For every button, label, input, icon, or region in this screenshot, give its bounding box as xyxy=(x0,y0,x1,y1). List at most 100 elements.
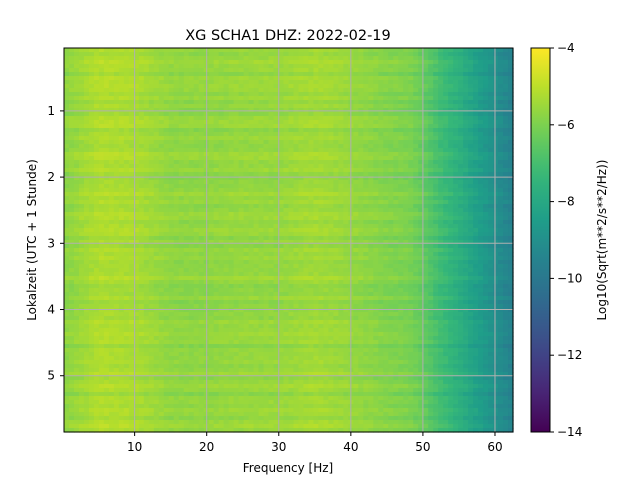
heatmap-cell xyxy=(393,136,399,141)
heatmap-cell xyxy=(323,164,330,169)
heatmap-cell xyxy=(458,220,464,225)
heatmap-cell xyxy=(483,196,489,201)
heatmap-cell xyxy=(328,92,334,97)
heatmap-cell xyxy=(133,264,140,269)
heatmap-cell xyxy=(438,208,444,213)
heatmap-cell xyxy=(298,132,305,137)
heatmap-cell xyxy=(398,88,404,93)
heatmap-cell xyxy=(213,148,220,153)
heatmap-cell xyxy=(443,196,449,201)
heatmap-cell xyxy=(453,124,459,129)
heatmap-cell xyxy=(183,72,190,77)
heatmap-cell xyxy=(438,264,444,269)
heatmap-cell xyxy=(93,228,100,233)
heatmap-cell xyxy=(128,172,135,177)
heatmap-cell xyxy=(198,108,205,113)
heatmap-cell xyxy=(313,168,320,173)
heatmap-cell xyxy=(73,108,80,113)
heatmap-cell xyxy=(473,76,479,81)
heatmap-cell xyxy=(428,168,434,173)
heatmap-cell xyxy=(423,128,429,133)
heatmap-cell xyxy=(128,48,135,53)
heatmap-cell xyxy=(433,244,439,249)
heatmap-cell xyxy=(133,156,140,161)
heatmap-cell xyxy=(408,104,414,109)
heatmap-cell xyxy=(458,52,464,57)
heatmap-cell xyxy=(383,248,389,253)
heatmap-cell xyxy=(338,60,344,65)
heatmap-cell xyxy=(308,168,315,173)
heatmap-cell xyxy=(373,96,379,101)
heatmap-cell xyxy=(208,76,215,81)
heatmap-cell xyxy=(443,136,449,141)
heatmap-cell xyxy=(243,156,250,161)
heatmap-cell xyxy=(468,148,474,153)
heatmap-cell xyxy=(393,100,399,105)
heatmap-cell xyxy=(488,200,494,205)
heatmap-cell xyxy=(453,180,459,185)
heatmap-cell xyxy=(398,76,404,81)
heatmap-cell xyxy=(173,56,180,61)
heatmap-cell xyxy=(118,228,125,233)
heatmap-cell xyxy=(193,104,200,109)
heatmap-cell xyxy=(473,132,479,137)
heatmap-cell xyxy=(228,52,235,57)
heatmap-cell xyxy=(98,112,105,117)
heatmap-cell xyxy=(243,72,250,77)
heatmap-cell xyxy=(263,248,270,253)
heatmap-cell xyxy=(378,176,384,181)
heatmap-cell xyxy=(483,168,489,173)
heatmap-cell xyxy=(168,244,175,249)
heatmap-cell xyxy=(268,124,275,129)
heatmap-cell xyxy=(393,200,399,205)
heatmap-cell xyxy=(343,236,349,241)
heatmap-cell xyxy=(328,64,334,69)
heatmap-cell xyxy=(73,232,80,237)
heatmap-cell xyxy=(238,76,245,81)
heatmap-cell xyxy=(353,244,359,249)
heatmap-cell xyxy=(318,80,325,85)
heatmap-cell xyxy=(448,212,454,217)
heatmap-cell xyxy=(458,168,464,173)
heatmap-cell xyxy=(448,200,454,205)
heatmap-cell xyxy=(413,188,419,193)
heatmap-cell xyxy=(463,232,469,237)
heatmap-cell xyxy=(293,148,300,153)
heatmap-cell xyxy=(243,64,250,69)
heatmap-cell xyxy=(313,200,320,205)
heatmap-cell xyxy=(173,112,180,117)
heatmap-cell xyxy=(358,176,364,181)
heatmap-cell xyxy=(298,256,305,261)
heatmap-cell xyxy=(313,212,320,217)
heatmap-cell xyxy=(178,216,185,221)
heatmap-cell xyxy=(373,212,379,217)
heatmap-cell xyxy=(413,128,419,133)
heatmap-cell xyxy=(508,120,514,125)
heatmap-cell xyxy=(388,256,394,261)
heatmap-cell xyxy=(98,48,105,53)
heatmap-cell xyxy=(298,72,305,77)
heatmap-cell xyxy=(428,96,434,101)
heatmap-cell xyxy=(378,84,384,89)
heatmap-cell xyxy=(323,120,330,125)
heatmap-cell xyxy=(323,248,330,253)
heatmap-cell xyxy=(293,224,300,229)
heatmap-cell xyxy=(428,244,434,249)
heatmap-cell xyxy=(313,84,320,89)
heatmap-cell xyxy=(118,244,125,249)
heatmap-cell xyxy=(318,228,325,233)
heatmap-cell xyxy=(363,144,369,149)
heatmap-cell xyxy=(183,144,190,149)
heatmap-cell xyxy=(173,208,180,213)
heatmap-cell xyxy=(493,164,499,169)
heatmap-cell xyxy=(353,120,359,125)
heatmap-cell xyxy=(88,124,95,129)
heatmap-cell xyxy=(308,164,315,169)
heatmap-cell xyxy=(268,96,275,101)
heatmap-cell xyxy=(238,124,245,129)
heatmap-cell xyxy=(293,220,300,225)
heatmap-cell xyxy=(218,52,225,57)
heatmap-cell xyxy=(183,80,190,85)
heatmap-cell xyxy=(358,104,364,109)
heatmap-cell xyxy=(403,132,409,137)
